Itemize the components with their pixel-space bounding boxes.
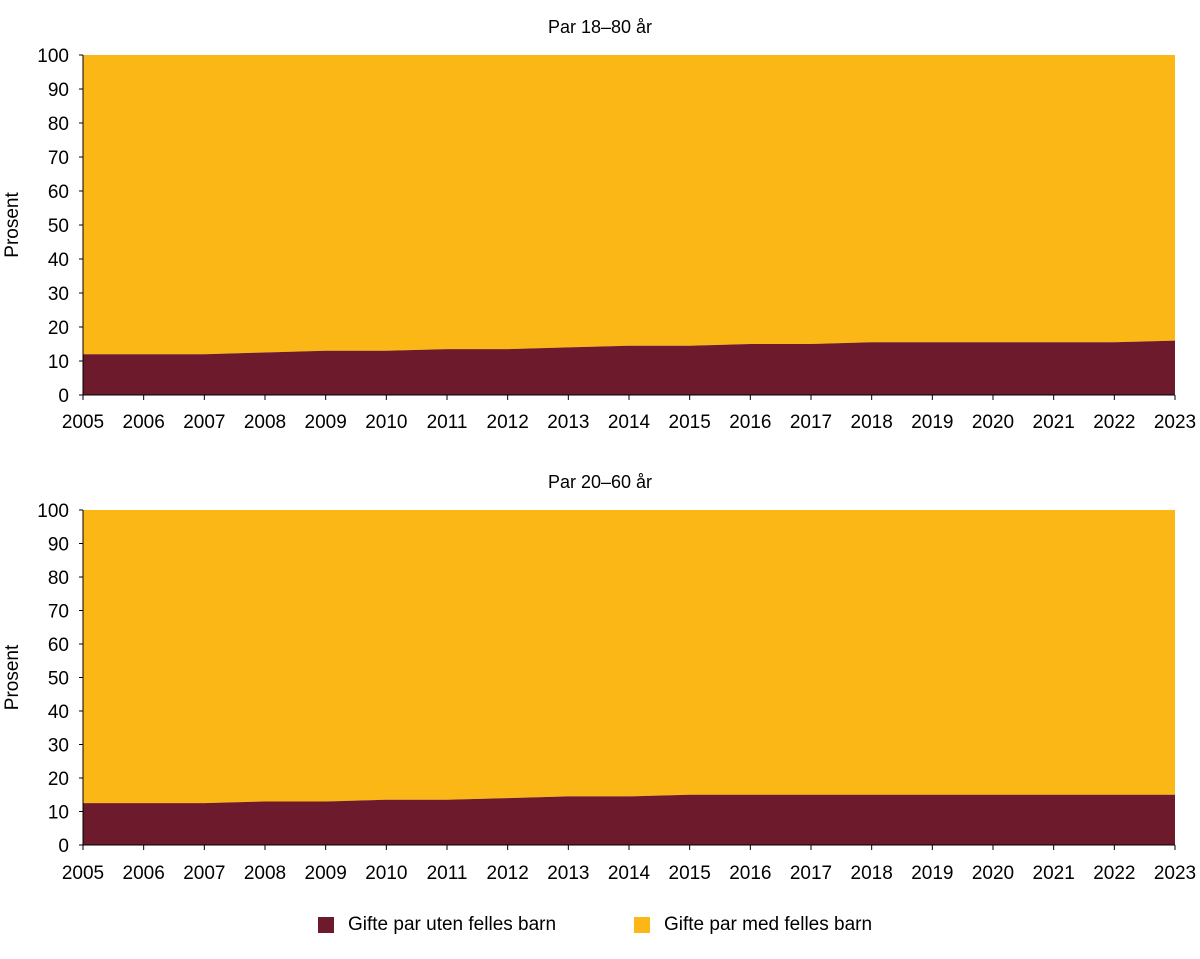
legend-swatch-med (634, 917, 650, 933)
x-tick-label: 2018 (851, 863, 893, 884)
area-series-uten (83, 340, 1175, 395)
x-tick-label: 2023 (1154, 412, 1196, 433)
x-tick-label: 2023 (1154, 863, 1196, 884)
y-tick-label: 70 (48, 148, 69, 169)
y-axis-label: Prosent (2, 644, 23, 710)
x-tick-label: 2011 (427, 412, 468, 433)
y-tick-label: 80 (48, 568, 69, 589)
y-tick-label: 100 (37, 501, 69, 522)
x-tick-label: 2012 (487, 412, 529, 433)
y-tick-label: 80 (48, 114, 69, 135)
x-tick-label: 2008 (244, 863, 286, 884)
y-tick-label: 0 (58, 836, 69, 857)
chart-title: Par 20–60 år (548, 472, 652, 492)
x-tick-label: 2010 (365, 863, 407, 884)
x-tick-label: 2006 (123, 412, 165, 433)
y-tick-label: 60 (48, 182, 69, 203)
chart-par-18-80: 0 10 20 30 40 50 60 70 80 90 100 2005 2006 2007 2008 20… (2, 17, 1196, 433)
x-tick-label: 2005 (62, 412, 104, 433)
x-tick-label: 2007 (183, 412, 225, 433)
x-tick-label: 2022 (1093, 412, 1135, 433)
x-tick-label: 2010 (365, 412, 407, 433)
x-tick-label: 2020 (972, 863, 1014, 884)
y-tick-label: 20 (48, 318, 69, 339)
x-tick-label: 2013 (547, 412, 589, 433)
x-tick-label: 2020 (972, 412, 1014, 433)
y-tick-label: 90 (48, 80, 69, 101)
x-tick-label: 2019 (911, 863, 953, 884)
x-tick-label: 2008 (244, 412, 286, 433)
x-tick-label: 2006 (123, 863, 165, 884)
area-series-uten (83, 794, 1175, 845)
y-tick-label: 30 (48, 736, 69, 757)
area-series-med (83, 510, 1175, 804)
x-tick-label: 2015 (669, 412, 711, 433)
x-tick-label: 2011 (427, 863, 468, 884)
x-tick-label: 2009 (305, 863, 347, 884)
legend-label-med: Gifte par med felles barn (664, 914, 873, 935)
y-tick-label: 0 (58, 386, 69, 407)
x-tick-label: 2007 (183, 863, 225, 884)
y-tick-label: 40 (48, 250, 69, 271)
legend-label-uten: Gifte par uten felles barn (348, 914, 557, 935)
y-tick-label: 50 (48, 669, 69, 690)
x-tick-label: 2017 (790, 863, 832, 884)
y-tick-label: 10 (48, 352, 69, 373)
y-tick-label: 30 (48, 284, 69, 305)
y-tick-label: 60 (48, 635, 69, 656)
y-tick-label: 100 (37, 46, 69, 67)
x-tick-label: 2013 (547, 863, 589, 884)
x-tick-label: 2014 (608, 863, 651, 884)
x-tick-label: 2014 (608, 412, 651, 433)
x-tick-label: 2016 (729, 863, 771, 884)
y-tick-label: 70 (48, 602, 69, 623)
y-tick-label: 50 (48, 216, 69, 237)
x-tick-label: 2015 (669, 863, 711, 884)
x-tick-label: 2021 (1033, 863, 1075, 884)
x-tick-label: 2005 (62, 863, 104, 884)
legend-item-med-felles-barn: Gifte par med felles barn (634, 914, 872, 936)
y-tick-label: 10 (48, 803, 69, 824)
legend: Gifte par uten felles barn Gifte par med… (0, 914, 1200, 950)
legend-item-uten-felles-barn: Gifte par uten felles barn (318, 914, 556, 936)
x-tick-label: 2018 (851, 412, 893, 433)
chart-title: Par 18–80 år (548, 17, 652, 37)
y-tick-label: 20 (48, 769, 69, 790)
chart-par-20-60: 0 10 20 30 40 50 60 70 80 90 100 2005 2006 2007 2008 20… (2, 472, 1196, 884)
area-series-med (83, 55, 1175, 355)
y-tick-label: 40 (48, 702, 69, 723)
x-tick-label: 2009 (305, 412, 347, 433)
x-tick-label: 2021 (1033, 412, 1075, 433)
legend-swatch-uten (318, 917, 334, 933)
x-tick-label: 2022 (1093, 863, 1135, 884)
x-tick-label: 2017 (790, 412, 832, 433)
x-tick-label: 2012 (487, 863, 529, 884)
x-tick-label: 2016 (729, 412, 771, 433)
x-tick-label: 2019 (911, 412, 953, 433)
y-tick-label: 90 (48, 535, 69, 556)
y-axis-label: Prosent (2, 192, 23, 258)
